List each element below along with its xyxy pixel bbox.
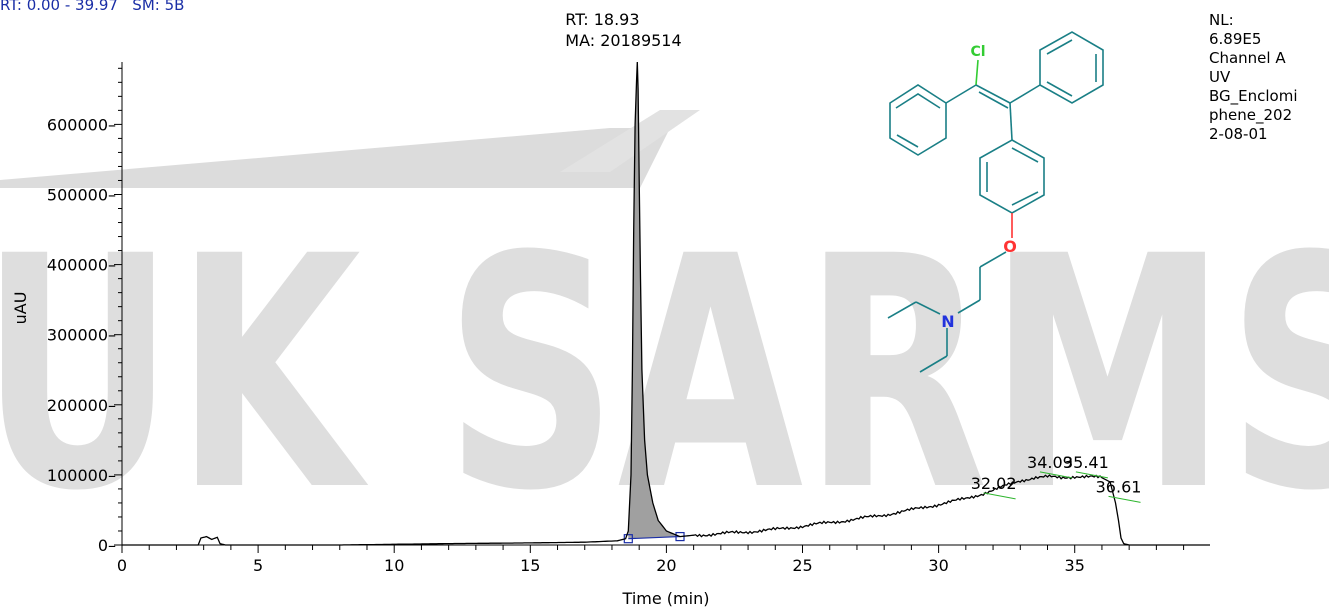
peak-time-label: 35.41 [1063,453,1109,472]
bond-c1-c2 [975,84,1011,104]
bond-ethyl-1-ch3 [887,301,917,319]
chlorine-atom-label: Cl [970,44,985,60]
watermark-text: UK SARMS [0,189,1329,561]
bond-n-ethyl-1 [915,301,941,315]
y-tick-label: 400000– [47,256,116,275]
axes: 0 5 10 15 20 25 30 35 0– 100000– 200000– 300000– 400… [47,62,1210,575]
peak-label-tick [1108,495,1141,503]
peak-time-label: 34.09 [1027,453,1073,472]
rt-range: 0.00 - 39.97 [26,0,118,14]
molecule-structure [887,31,1104,373]
x-tick-label: 10 [384,556,404,575]
header-info: RT: 0.00 - 39.97 SM: 5B [0,0,184,14]
bond-ring-c1 [945,84,977,104]
y-tick-label: 500000– [47,185,116,204]
right-ring-inner-1 [1046,39,1073,55]
peak-label-tick [1075,471,1108,479]
side-info-line: 6.89E5 [1209,30,1261,48]
y-tick-label: 300000– [47,326,116,345]
x-tick-label: 25 [792,556,812,575]
side-info-line: phene_202 [1209,106,1292,125]
chromatogram-trace [122,61,1210,546]
rt-label: RT: [0,0,22,14]
left-phenyl-ring [889,84,947,156]
bottom-ring-inner-2 [1011,147,1039,163]
y-tick-label: 100000– [47,466,116,485]
y-tick-label: 600000– [47,115,116,134]
bond-c1-cl [975,59,979,86]
side-info-line: UV [1209,68,1231,86]
watermark: UK SARMS [0,110,1329,561]
bond-c2-right-ring [1009,84,1041,104]
left-ring-double-bonds [895,93,941,109]
peak-area [623,62,685,544]
bond-o-ch2 [979,251,1007,268]
peak-rt-label: RT: 18.93 [565,10,639,29]
side-info-line: BG_Enclomi [1209,87,1298,106]
peak-time-label: 36.61 [1096,477,1142,496]
left-ring-inner-bond [896,134,919,148]
x-tick-label: 15 [520,556,540,575]
sm-label: SM: [132,0,160,14]
y-tick-label: 200000– [47,396,116,415]
x-tick-label: 5 [253,556,263,575]
x-tick-label: 0 [117,556,127,575]
nitrogen-atom-label: N [941,312,954,331]
bond-c2-bottom-ring [1009,102,1013,141]
peak-baseline [628,535,681,540]
y-tick-label: 0– [98,536,116,555]
peak-label-tick [1039,471,1073,479]
bond-ethyl-2-ch3 [919,355,948,373]
peak-time-label: 32.02 [971,474,1017,493]
side-info-line: 2-08-01 [1209,125,1268,143]
bond-c1-c2-double [978,91,1009,109]
side-info-line: Channel A [1209,49,1286,67]
x-axis-title: Time (min) [622,589,710,608]
peak-area-label: MA: 20189514 [565,31,681,50]
watermark-swoosh [0,128,670,188]
oxygen-atom-label: O [1003,237,1017,256]
right-ring-inner-3 [1046,81,1073,97]
side-info-line: NL: [1209,11,1234,29]
right-phenyl-ring [1039,31,1104,104]
y-axis-title: uAU [11,292,30,325]
x-tick-label: 30 [928,556,948,575]
peak-fill [628,62,681,539]
bottom-ring-inner-3 [1011,191,1039,206]
side-info: NL: 6.89E5 Channel A UV BG_Enclomi phene… [1209,11,1298,143]
peak-label-tick [983,492,1016,500]
trace [122,61,1210,546]
x-tick-label: 20 [656,556,676,575]
sm-value: 5B [164,0,185,14]
bond-ch2-n [957,299,981,314]
watermark-swoosh-tail [560,110,700,172]
x-tick-label: 35 [1065,556,1085,575]
